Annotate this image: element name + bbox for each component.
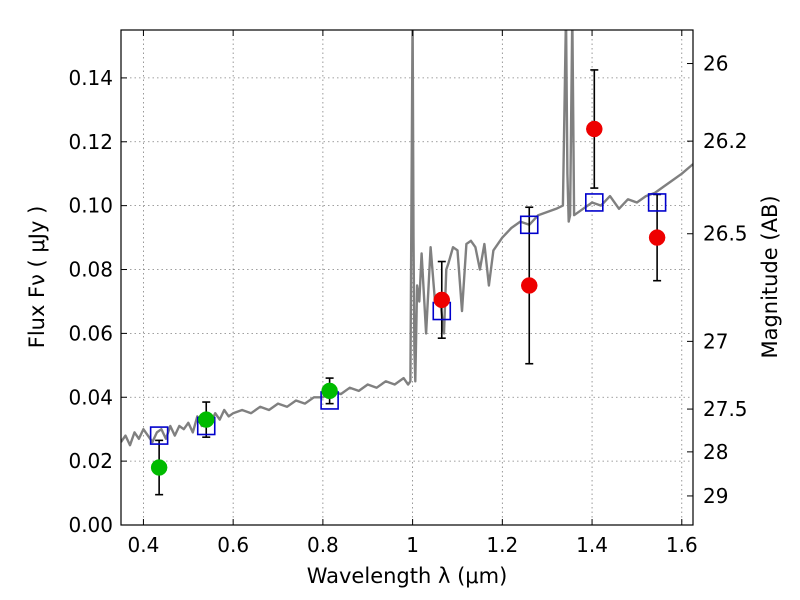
plot-area (121, 30, 693, 447)
y-tick-label: 0.08 (68, 258, 113, 282)
right-tick-label: 26.2 (703, 129, 748, 153)
model-square-point (647, 193, 667, 212)
x-tick-label: 0.4 (128, 533, 160, 557)
markers (149, 120, 667, 476)
green-data-point (197, 411, 215, 428)
y-tick-label: 0.02 (68, 449, 113, 473)
x-tick-label: 1 (406, 533, 419, 557)
right-tick-label: 26 (703, 52, 728, 76)
model-square-point (585, 193, 604, 212)
y-tick-label: 0.00 (68, 513, 113, 537)
error-bars (155, 69, 662, 496)
x-tick-label: 1.6 (666, 533, 698, 557)
red-data-point (433, 291, 451, 309)
x-tick-label: 0.8 (307, 533, 339, 557)
axes-frame (120, 29, 694, 526)
model-square-point (149, 426, 169, 445)
model-square-point (519, 215, 539, 235)
right-tick-label: 28 (703, 440, 728, 464)
right-tick-label: 27.5 (703, 397, 748, 421)
axis-ticks: 0.4 0.6 0.8 1 1.2 1.4 1.6 0.00 0.02 0.04 0.06 0.08 0… (68, 30, 748, 557)
y-axis-right-label: Magnitude (AB) (758, 195, 782, 358)
red-data-point (648, 229, 666, 246)
y-tick-label: 0.10 (68, 194, 113, 218)
x-tick-label: 1.4 (576, 533, 608, 557)
y-tick-label: 0.04 (68, 385, 113, 409)
x-axis-label: Wavelength λ (μm) (307, 564, 508, 588)
right-tick-label: 26.5 (703, 222, 748, 246)
red-data-point (586, 120, 603, 138)
y-tick-label: 0.12 (68, 130, 113, 154)
green-data-point (321, 382, 338, 400)
x-tick-label: 0.6 (217, 533, 249, 557)
y-axis-label: Flux Fν ( μJy ) (25, 206, 49, 349)
right-tick-label: 27 (703, 329, 728, 353)
x-tick-label: 1.2 (486, 533, 518, 557)
green-data-point (150, 459, 168, 476)
y-tick-label: 0.06 (68, 321, 113, 345)
grid-lines (121, 30, 693, 526)
y-tick-label: 0.14 (68, 66, 113, 90)
right-tick-label: 29 (703, 484, 728, 508)
red-data-point (521, 277, 538, 294)
spectrum-line (121, 30, 693, 447)
